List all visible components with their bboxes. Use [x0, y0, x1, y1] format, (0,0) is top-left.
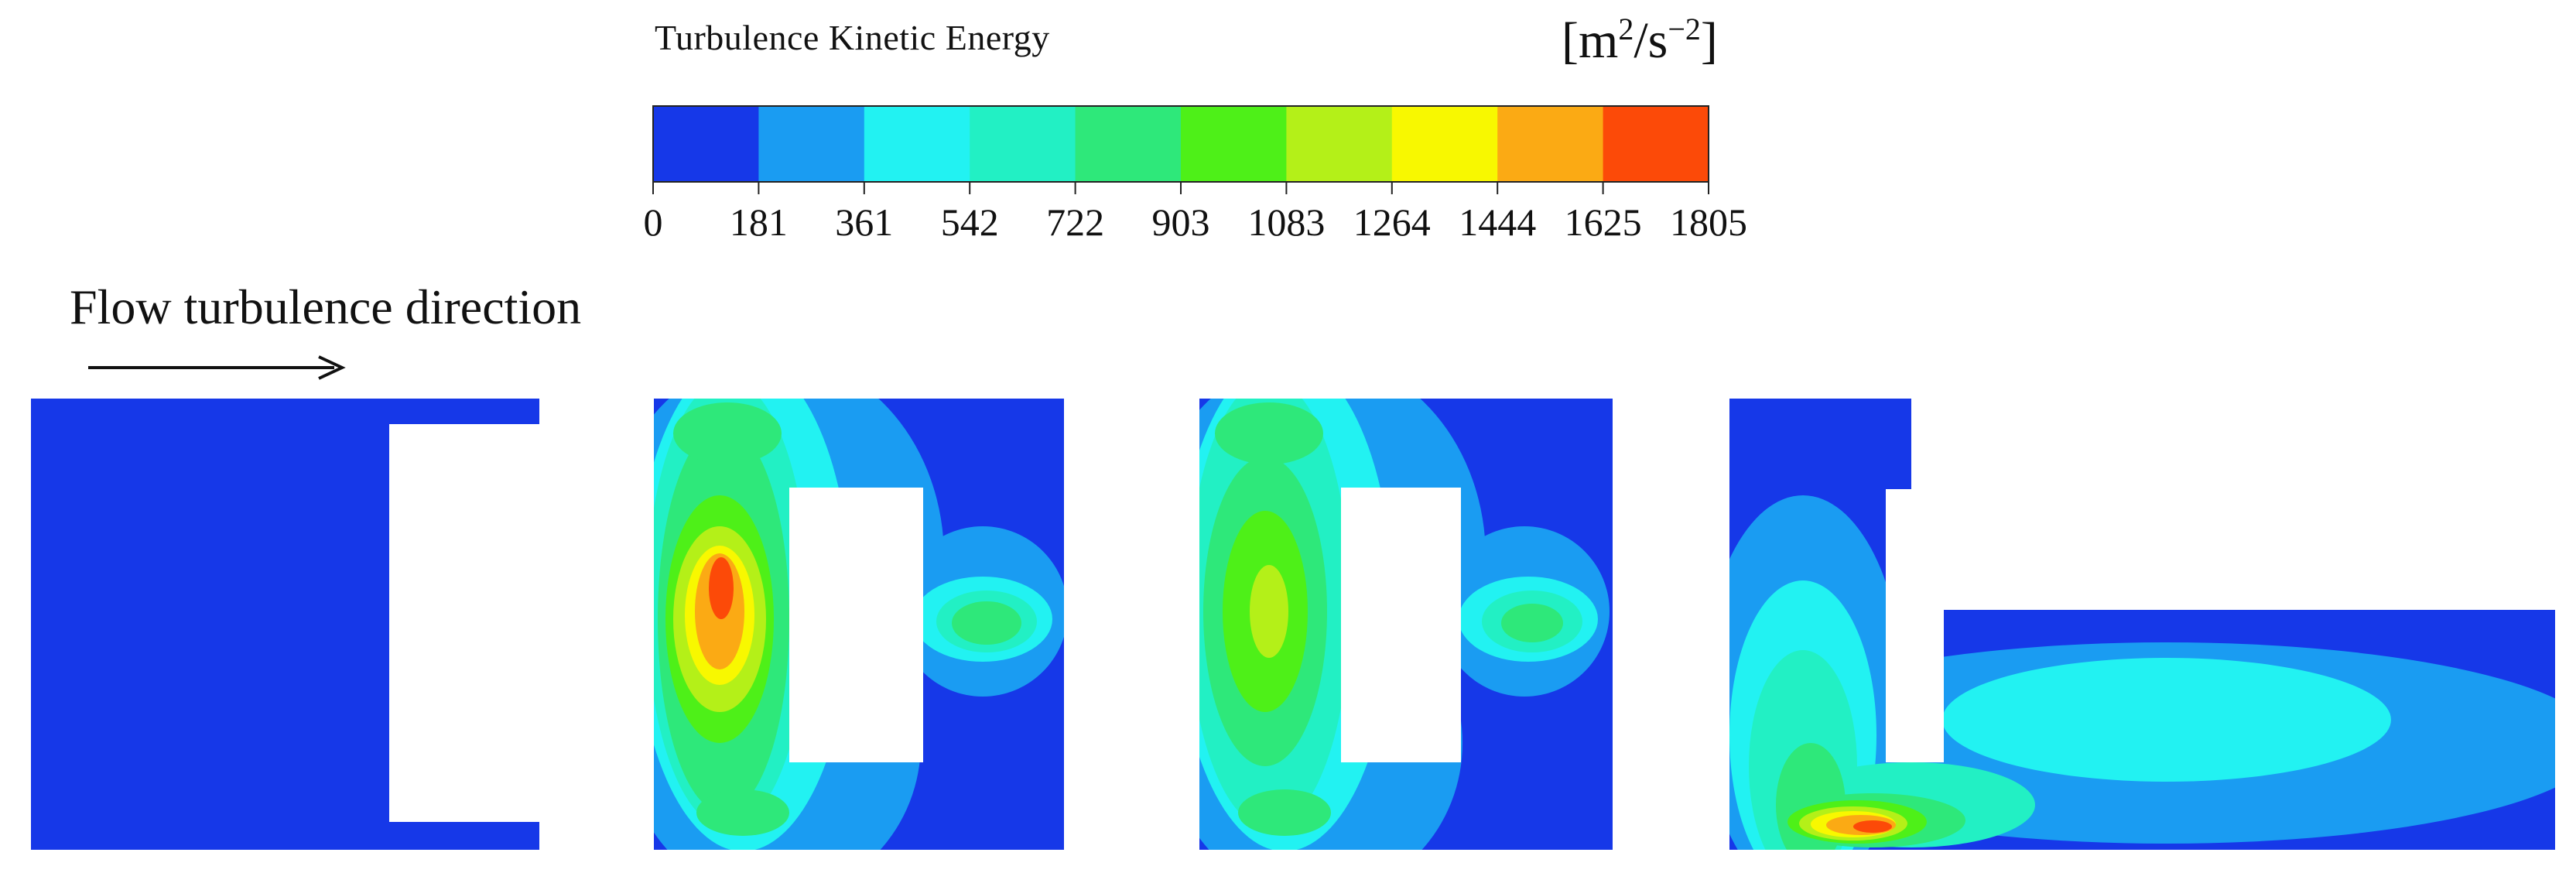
colorbar-cell	[1286, 106, 1393, 182]
contour-panel-1	[31, 399, 539, 850]
legend-unit: [m2/s−2]	[1562, 12, 1718, 69]
colorbar-tick-label: 361	[835, 200, 894, 244]
colorbar-cell	[1391, 106, 1498, 182]
colorbar-cell	[1497, 106, 1604, 182]
colorbar-cell	[653, 106, 759, 182]
colorbar-cell	[758, 106, 865, 182]
colorbar-cell	[970, 106, 1076, 182]
colorbar-tick-label: 1264	[1353, 200, 1431, 244]
colorbar-tick-label: 542	[940, 200, 999, 244]
colorbar	[652, 105, 1709, 194]
colorbar-tick-label: 0	[643, 200, 663, 244]
colorbar-tick-label: 1444	[1459, 200, 1537, 244]
colorbar-tick-label: 1083	[1247, 200, 1326, 244]
colorbar-tick-label: 1805	[1670, 200, 1747, 244]
colorbar-tick-label: 903	[1151, 200, 1210, 244]
colorbar-cell	[1603, 106, 1709, 182]
colorbar-tick-label: 1625	[1564, 200, 1642, 244]
contour-panel-3	[1199, 399, 1613, 850]
colorbar-tick-label: 181	[729, 200, 788, 244]
colorbar-cell	[1181, 106, 1287, 182]
colorbar-tick-label: 722	[1046, 200, 1105, 244]
flow-direction-arrow	[88, 355, 346, 380]
contour-panel-4	[1729, 399, 2555, 850]
colorbar-cell	[1075, 106, 1182, 182]
flow-direction-label: Flow turbulence direction	[70, 279, 582, 334]
legend-title: Turbulence Kinetic Energy	[655, 18, 1050, 57]
contour-panel-2	[654, 399, 1064, 850]
colorbar-cell	[864, 106, 970, 182]
